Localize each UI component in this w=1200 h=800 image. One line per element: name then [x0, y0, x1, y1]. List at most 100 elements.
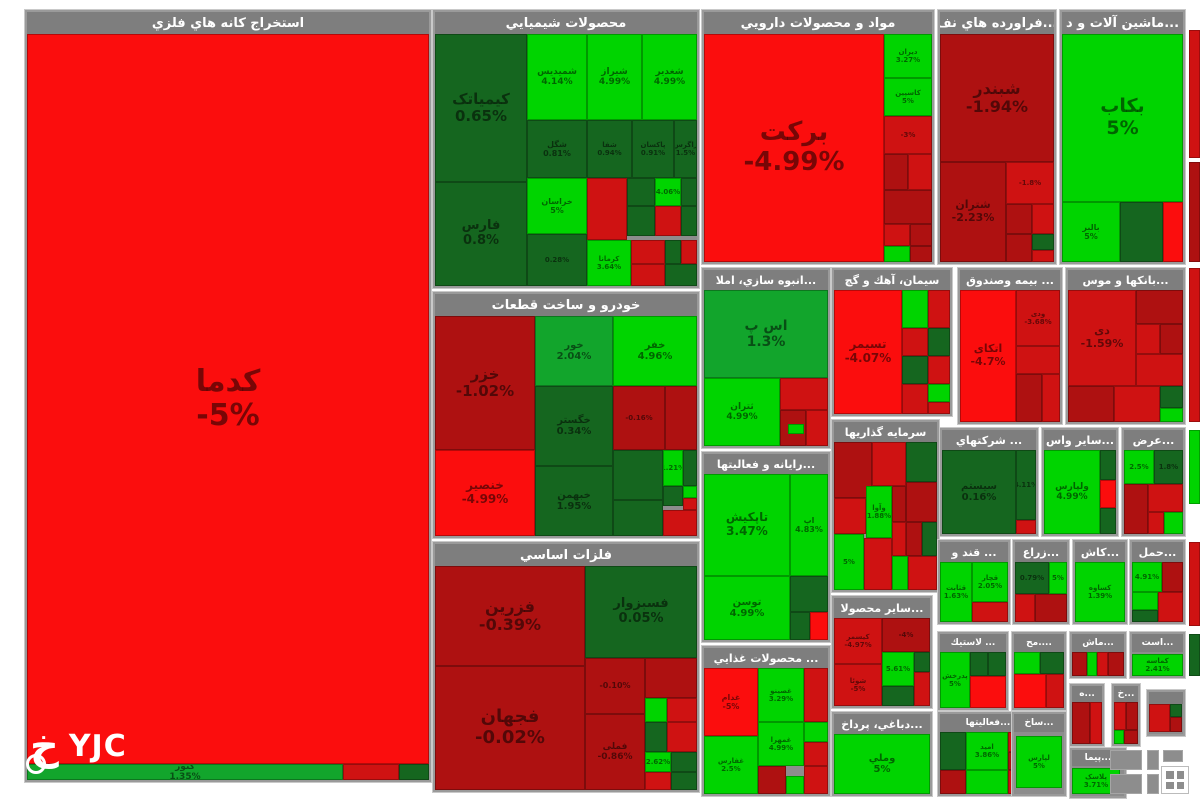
- stock-tile[interactable]: فارس 0.8%: [435, 182, 527, 286]
- stock-tile[interactable]: -3%: [884, 116, 932, 154]
- stock-tile[interactable]: [1032, 234, 1054, 250]
- stock-tile[interactable]: [902, 356, 928, 384]
- stock-tile[interactable]: 1.8%: [1154, 450, 1183, 484]
- stock-tile[interactable]: [988, 652, 1006, 676]
- stock-tile[interactable]: قچار 2.05%: [972, 562, 1008, 602]
- stock-tile[interactable]: [1136, 324, 1160, 354]
- stock-tile[interactable]: [864, 538, 892, 590]
- stock-tile[interactable]: ودی -3.68%: [1016, 290, 1060, 346]
- stock-tile[interactable]: [908, 556, 937, 590]
- stock-tile[interactable]: [655, 206, 681, 236]
- stock-tile[interactable]: [1160, 386, 1183, 408]
- stock-tile[interactable]: [1035, 594, 1067, 622]
- stock-tile[interactable]: [627, 206, 655, 236]
- stock-tile[interactable]: [1160, 324, 1183, 354]
- stock-tile[interactable]: دی -1.59%: [1068, 290, 1136, 386]
- stock-tile[interactable]: کنور 1.35%: [27, 764, 343, 780]
- stock-tile[interactable]: شوئا -5%: [834, 664, 882, 706]
- stock-tile[interactable]: 4.11%: [1016, 450, 1036, 520]
- stock-tile[interactable]: کیسمر -4.97%: [834, 618, 882, 664]
- stock-tile[interactable]: [665, 264, 697, 286]
- stock-tile[interactable]: [1148, 512, 1164, 534]
- stock-tile[interactable]: [1015, 594, 1035, 622]
- stock-tile[interactable]: [1040, 652, 1064, 674]
- stock-tile[interactable]: [970, 652, 988, 676]
- stock-tile[interactable]: [1136, 290, 1183, 324]
- stock-tile[interactable]: [914, 652, 930, 672]
- stock-tile[interactable]: توسن 4.99%: [704, 576, 790, 640]
- stock-tile[interactable]: [834, 442, 872, 498]
- stock-tile[interactable]: فملی -0.86%: [585, 714, 645, 790]
- stock-tile[interactable]: بکاب 5%: [1062, 34, 1183, 202]
- stock-tile[interactable]: [810, 612, 828, 640]
- stock-tile[interactable]: [884, 246, 910, 262]
- stock-tile[interactable]: [631, 264, 665, 286]
- stock-tile[interactable]: بالبر 5%: [1062, 202, 1120, 262]
- stock-tile[interactable]: [1149, 704, 1170, 732]
- stock-tile[interactable]: اپ 4.83%: [790, 474, 828, 576]
- stock-tile[interactable]: [758, 766, 786, 794]
- stock-tile[interactable]: [1032, 250, 1054, 262]
- stock-tile[interactable]: [804, 742, 828, 766]
- stock-tile[interactable]: [681, 178, 697, 206]
- stock-tile[interactable]: -0.16%: [613, 386, 665, 450]
- stock-tile[interactable]: [1114, 702, 1126, 730]
- stock-tile[interactable]: وملي 5%: [834, 734, 930, 794]
- stock-tile[interactable]: [587, 178, 627, 240]
- stock-tile[interactable]: شبندر -1.94%: [940, 34, 1054, 162]
- stock-tile[interactable]: [910, 246, 932, 262]
- stock-tile[interactable]: [1090, 702, 1102, 744]
- stock-tile[interactable]: ثتران 4.99%: [704, 378, 780, 446]
- stock-tile[interactable]: [627, 178, 655, 206]
- stock-tile[interactable]: [928, 356, 950, 384]
- stock-tile[interactable]: [910, 224, 932, 246]
- stock-tile[interactable]: برکت -4.99%: [704, 34, 884, 262]
- stock-tile[interactable]: [1170, 704, 1182, 717]
- stock-tile[interactable]: -4%: [882, 618, 930, 652]
- stock-tile[interactable]: [806, 410, 828, 446]
- stock-tile[interactable]: [1132, 610, 1158, 622]
- stock-tile[interactable]: 2.62%: [645, 752, 671, 772]
- stock-tile[interactable]: [906, 482, 937, 522]
- stock-tile[interactable]: [902, 328, 928, 356]
- stock-tile[interactable]: غصینو 3.29%: [758, 668, 804, 722]
- stock-tile[interactable]: فسبزوار 0.05%: [585, 566, 697, 658]
- stock-tile[interactable]: [1100, 508, 1116, 534]
- stock-tile[interactable]: 2.5%: [1124, 450, 1154, 484]
- stock-tile[interactable]: [892, 556, 908, 590]
- stock-tile[interactable]: [613, 450, 663, 500]
- stock-tile[interactable]: [1114, 386, 1160, 422]
- stock-tile[interactable]: ولپارس 4.99%: [1044, 450, 1100, 534]
- stock-tile[interactable]: [834, 498, 866, 534]
- stock-tile[interactable]: وآوا 1.88%: [866, 486, 892, 538]
- stock-tile[interactable]: [804, 668, 828, 722]
- stock-tile[interactable]: [1136, 354, 1183, 386]
- stock-tile[interactable]: [966, 770, 1008, 794]
- stock-tile[interactable]: سیستم 0.16%: [942, 450, 1016, 534]
- stock-tile[interactable]: 5%: [1049, 562, 1067, 594]
- stock-tile[interactable]: کاسپین 5%: [884, 78, 932, 116]
- stock-tile[interactable]: پدرخش 5%: [940, 652, 970, 708]
- stock-tile[interactable]: [671, 772, 697, 790]
- stock-tile[interactable]: -1.8%: [1006, 162, 1054, 204]
- stock-tile[interactable]: [970, 676, 1006, 708]
- stock-tile[interactable]: [1162, 562, 1183, 592]
- stock-tile[interactable]: [645, 658, 697, 698]
- stock-tile[interactable]: امید 3.86%: [966, 732, 1008, 770]
- stock-tile[interactable]: 5.61%: [882, 652, 914, 686]
- stock-tile[interactable]: کماسه 2.41%: [1132, 654, 1183, 676]
- stock-tile[interactable]: [928, 328, 950, 356]
- stock-tile[interactable]: فجهان -0.02%: [435, 666, 585, 790]
- stock-tile[interactable]: خفر 4.96%: [613, 316, 697, 386]
- stock-tile[interactable]: تسیمر -4.07%: [834, 290, 902, 414]
- stock-tile[interactable]: اس پ 1.3%: [704, 290, 828, 378]
- stock-tile[interactable]: [663, 486, 683, 506]
- stock-tile[interactable]: خگستر 0.34%: [535, 386, 613, 466]
- stock-tile[interactable]: [788, 424, 804, 434]
- stock-tile[interactable]: [922, 522, 937, 556]
- stock-tile[interactable]: [940, 732, 966, 770]
- stock-tile[interactable]: [914, 672, 930, 706]
- grid-view-icon[interactable]: [1161, 766, 1189, 794]
- stock-tile[interactable]: [1087, 652, 1097, 676]
- stock-tile[interactable]: لپارس 5%: [1016, 736, 1062, 788]
